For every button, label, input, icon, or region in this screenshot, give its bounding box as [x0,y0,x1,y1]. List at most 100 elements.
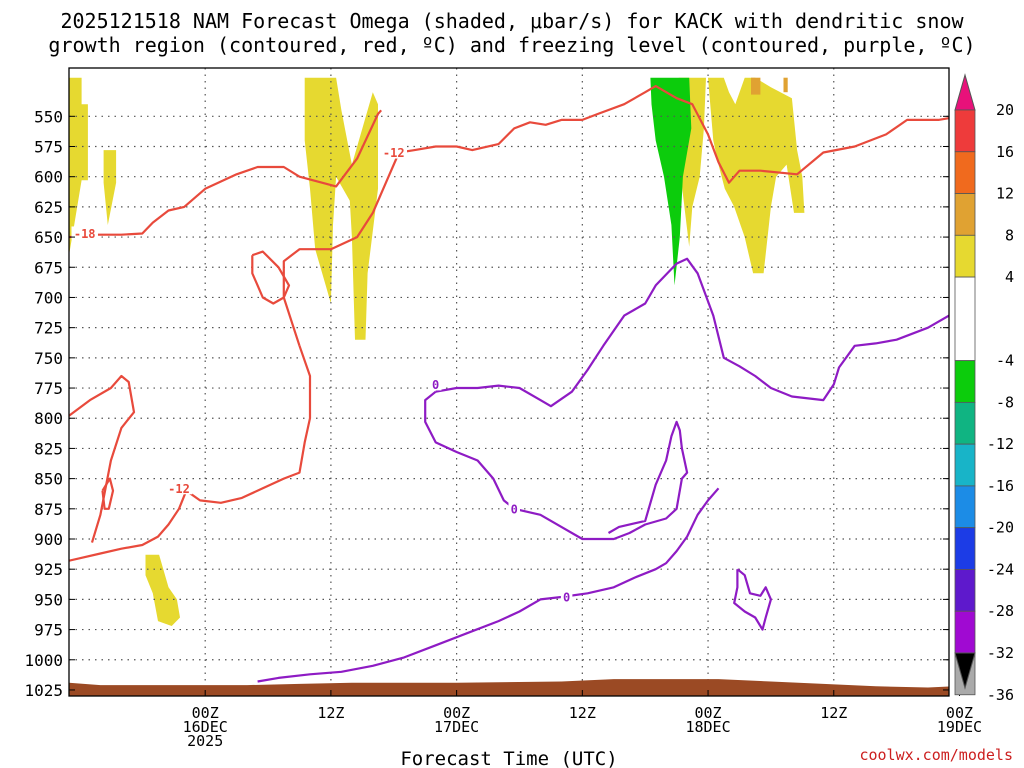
x-tick-label: 00Z [443,704,470,722]
colorbar-bin [954,193,976,236]
ground-terrain [69,679,949,696]
x-axis-label: Forecast Time (UTC) [400,748,617,768]
y-tick-label: 750 [34,349,63,368]
colorbar-bin [954,276,976,362]
y-tick-label: 550 [34,107,63,126]
contour-label: 0 [432,378,439,392]
contour-label: -12 [168,482,190,496]
y-tick-label: 775 [34,379,63,398]
grid-layer [69,68,949,696]
colorbar-label: 4 [1005,268,1014,286]
colorbar-label: -36 [987,686,1014,704]
colorbar-bin [954,569,976,612]
colorbar-bin [954,610,976,654]
contour-label-bg [508,501,520,515]
contour-line [69,345,312,562]
x-tick-label: 17DEC [434,718,479,736]
y-tick-label: 575 [34,138,63,157]
x-tick-label: 12Z [317,704,344,722]
contour-label-bg [71,226,98,240]
colorbar-triangle-bottom [954,652,976,690]
x-tick-label: 12Z [569,704,596,722]
credit-text: coolwx.com/models [859,746,1013,764]
contour-layer: -18 -12 -12 0 0 0 [69,84,949,683]
y-tick-label: 1000 [24,651,63,670]
y-tick-label: 675 [34,258,63,277]
y-axis: 550 575 600 625 650 675 700 725 750 775 800 825 850 8… [24,107,949,700]
plot-background [69,68,949,696]
omega-region [783,77,788,93]
y-tick-label: 725 [34,319,63,338]
omega-region [69,77,88,256]
colorbar-bin [954,401,976,445]
colorbar-bin [954,234,976,278]
contour-line [101,477,115,510]
omega-shading-layer [69,77,991,626]
y-tick-label: 850 [34,470,63,489]
x-tick-label: 2025 [187,732,223,750]
contour-label-bg [380,145,408,159]
contour-line [435,257,949,408]
chart-title-line-2: growth region (contoured, red, ºC) and f… [48,33,975,57]
y-tick-label: 700 [34,288,63,307]
colorbar-bin [954,360,976,403]
contour-label-bg [560,589,573,603]
contour-line [424,390,689,541]
x-tick-label: 18DEC [685,718,730,736]
contour-line [257,487,720,683]
colorbar-label: -32 [987,644,1014,662]
y-tick-label: 650 [34,228,63,247]
x-tick-label: 00Z [695,704,722,722]
colorbar-triangle-top [954,73,976,111]
y-tick-label: 625 [34,198,63,217]
y-tick-label: 950 [34,590,63,609]
x-tick-label: 19DEC [937,718,982,736]
ground-layer [69,679,949,696]
omega-region [145,554,180,626]
omega-region [650,77,692,286]
contour-label-bg [429,377,442,391]
omega-region [751,77,761,95]
colorbar-label: -24 [987,560,1014,578]
y-tick-label: 925 [34,560,63,579]
contour-label: 0 [511,502,518,516]
colorbar-bin [954,527,976,570]
contour-label-bg [165,481,193,495]
colorbar-label: -12 [987,435,1014,453]
contour-line [733,568,773,631]
y-tick-label: 600 [34,168,63,187]
x-tick-label: 12Z [820,704,847,722]
omega-region [708,77,805,274]
omega-region [987,322,991,395]
y-tick-label: 825 [34,439,63,458]
colorbar-label: -28 [987,602,1014,620]
colorbar-label: -4 [996,352,1014,370]
omega-region [304,77,378,340]
x-tick-label: 00Z [192,704,219,722]
colorbar-label: 20 [996,101,1014,119]
contour-line [251,250,291,305]
contour-line [69,109,383,239]
plot-frame [68,67,950,697]
colorbar-label: -20 [987,519,1014,537]
y-tick-label: 875 [34,500,63,519]
colorbar-label: -8 [996,393,1014,411]
colorbar-bin [954,443,976,487]
colorbar-bin [954,109,976,153]
colorbar: 20 16 12 8 4 -4 -8 -12 -16 -20 -24 -28 -32 -36 [954,73,1014,704]
y-tick-label: 1025 [24,681,63,700]
y-tick-label: 900 [34,530,63,549]
y-tick-label: 800 [34,409,63,428]
colorbar-label: 12 [996,185,1014,203]
colorbar-label: 16 [996,143,1014,161]
chart-title-line-1: 2025121518 NAM Forecast Omega (shaded, μ… [60,9,964,33]
x-tick-label: 16DEC [183,718,228,736]
contour-label: -18 [74,227,96,241]
colorbar-bin [954,151,976,194]
contour-line [282,84,949,347]
y-tick-label: 975 [34,621,63,640]
colorbar-bin [954,485,976,529]
contour-label: -12 [383,146,405,160]
